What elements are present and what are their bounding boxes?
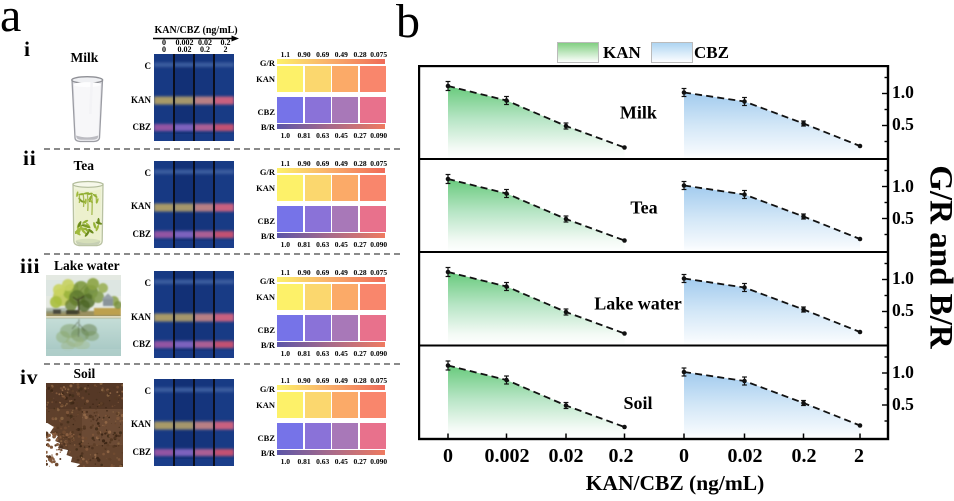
svg-text:Soil: Soil: [623, 393, 652, 413]
svg-text:Lake water: Lake water: [594, 293, 681, 313]
svg-text:Milk: Milk: [620, 103, 657, 123]
svg-text:Tea: Tea: [630, 197, 657, 217]
